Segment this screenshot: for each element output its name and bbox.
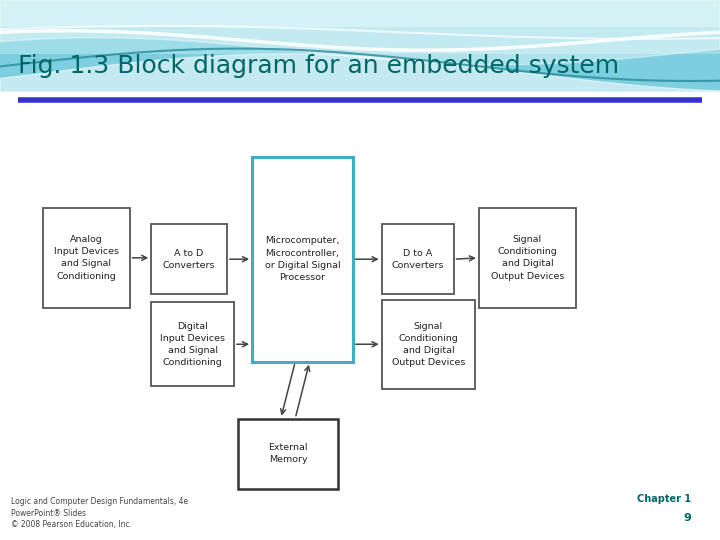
Text: Microcomputer,
Microcontroller,
or Digital Signal
Processor: Microcomputer, Microcontroller, or Digit… [264,237,341,282]
Bar [382,224,454,294]
Bar [0,0,720,54]
Bar [151,302,234,386]
Bar [382,300,475,389]
Text: A to D
Converters: A to D Converters [163,248,215,270]
Text: Analog
Input Devices
and Signal
Conditioning: Analog Input Devices and Signal Conditio… [54,235,119,281]
Text: 9: 9 [683,514,691,523]
Bar [252,157,353,362]
Text: External
Memory: External Memory [269,443,307,464]
Text: D to A
Converters: D to A Converters [392,248,444,270]
Text: Chapter 1: Chapter 1 [637,495,691,504]
Bar [43,208,130,308]
Bar [479,208,576,308]
Text: PowerPoint® Slides: PowerPoint® Slides [11,509,86,517]
Text: Fig. 1.3 Block diagram for an embedded system: Fig. 1.3 Block diagram for an embedded s… [18,54,619,78]
Text: Logic and Computer Design Fundamentals, 4e: Logic and Computer Design Fundamentals, … [11,497,188,505]
Bar [151,224,227,294]
Bar [0,0,720,92]
Text: Signal
Conditioning
and Digital
Output Devices: Signal Conditioning and Digital Output D… [392,321,465,367]
Text: © 2008 Pearson Education, Inc.: © 2008 Pearson Education, Inc. [11,521,132,529]
Text: Digital
Input Devices
and Signal
Conditioning: Digital Input Devices and Signal Conditi… [160,321,225,367]
Bar [238,418,338,489]
Bar [0,0,720,27]
Text: Signal
Conditioning
and Digital
Output Devices: Signal Conditioning and Digital Output D… [491,235,564,281]
